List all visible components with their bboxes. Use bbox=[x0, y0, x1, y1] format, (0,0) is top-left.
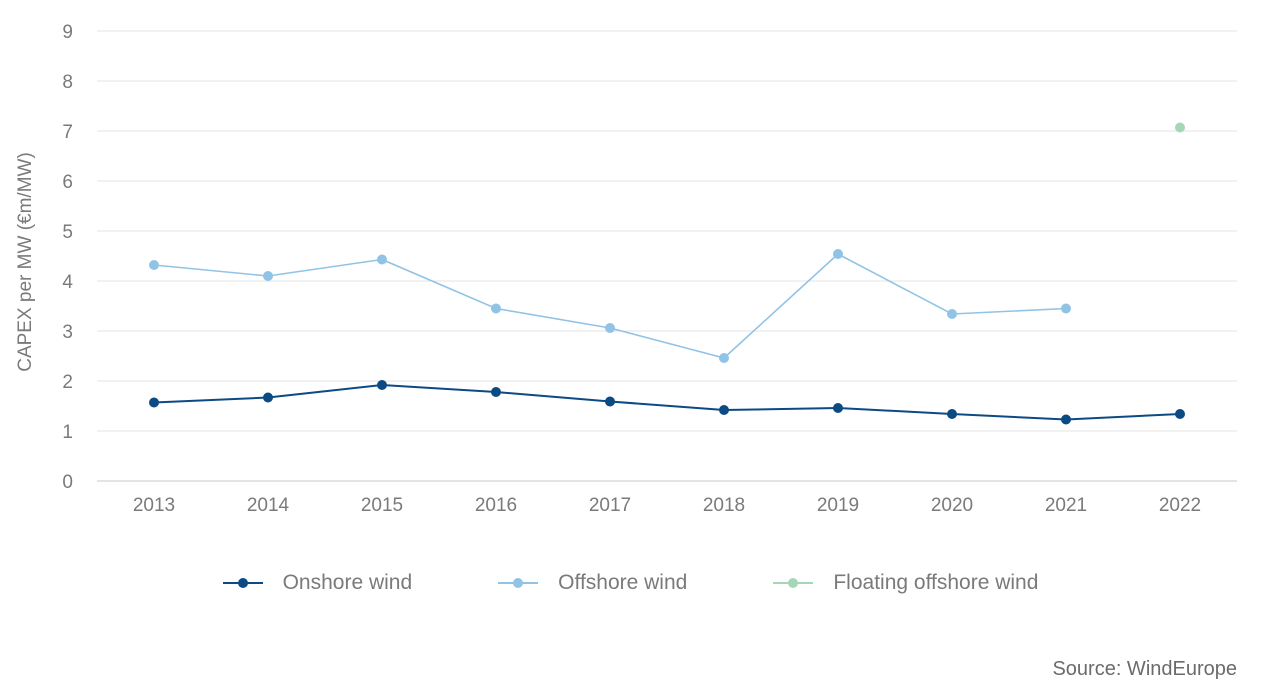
data-point[interactable] bbox=[833, 403, 843, 413]
x-axis-ticks: 2013 2014 2015 2016 2017 2018 2019 2020 2021 2022 bbox=[133, 495, 1201, 516]
data-point[interactable] bbox=[491, 387, 501, 397]
y-tick-label: 5 bbox=[62, 222, 73, 243]
data-point[interactable] bbox=[605, 396, 615, 407]
y-tick-label: 2 bbox=[62, 372, 73, 393]
series-1 bbox=[149, 249, 1071, 363]
x-tick-label: 2015 bbox=[361, 495, 403, 516]
x-tick-label: 2014 bbox=[247, 495, 290, 516]
x-tick-label: 2021 bbox=[1045, 495, 1087, 516]
legend-marker-floating bbox=[773, 578, 814, 588]
data-point[interactable] bbox=[491, 303, 501, 314]
legend-item-floating[interactable]: Floating offshore wind bbox=[773, 571, 1038, 595]
x-tick-label: 2019 bbox=[817, 495, 859, 516]
data-point[interactable] bbox=[719, 405, 729, 415]
y-tick-label: 8 bbox=[62, 72, 73, 93]
x-tick-label: 2022 bbox=[1159, 495, 1201, 516]
y-tick-label: 7 bbox=[62, 122, 73, 143]
data-point[interactable] bbox=[1061, 303, 1071, 314]
legend-marker-onshore bbox=[222, 578, 263, 588]
legend-item-offshore[interactable]: Offshore wind bbox=[498, 571, 687, 595]
series-line bbox=[153, 383, 1181, 421]
legend-label-floating: Floating offshore wind bbox=[833, 571, 1039, 594]
x-tick-label: 2018 bbox=[703, 495, 745, 516]
data-point[interactable] bbox=[149, 260, 159, 270]
legend: Onshore wind Offshore wind Floating offs… bbox=[0, 566, 1261, 600]
legend-item-onshore[interactable]: Onshore wind bbox=[222, 571, 413, 595]
data-point[interactable] bbox=[149, 397, 159, 408]
data-point[interactable] bbox=[263, 271, 273, 281]
x-tick-label: 2020 bbox=[931, 495, 973, 516]
y-tick-label: 4 bbox=[62, 272, 73, 293]
data-point[interactable] bbox=[605, 323, 615, 333]
data-point[interactable] bbox=[1175, 409, 1185, 419]
y-tick-label: 1 bbox=[62, 422, 73, 443]
series-line bbox=[153, 253, 1067, 359]
source-note: Source: WindEurope bbox=[1052, 658, 1237, 680]
series-group bbox=[149, 122, 1185, 425]
y-tick-label: 6 bbox=[62, 172, 73, 193]
series-0 bbox=[149, 380, 1185, 425]
y-axis-label: CAPEX per MW (€m/MW) bbox=[15, 152, 36, 372]
legend-label-offshore: Offshore wind bbox=[558, 571, 688, 594]
legend-label-onshore: Onshore wind bbox=[282, 571, 413, 594]
y-tick-label: 3 bbox=[62, 322, 73, 343]
data-point[interactable] bbox=[377, 254, 387, 265]
x-tick-label: 2017 bbox=[589, 495, 631, 516]
y-axis-ticks: 0 1 2 3 4 5 6 7 8 9 bbox=[62, 22, 73, 493]
series-2 bbox=[1175, 122, 1185, 133]
data-point[interactable] bbox=[719, 353, 729, 363]
gridlines bbox=[97, 30, 1237, 482]
data-point[interactable] bbox=[947, 409, 957, 419]
data-point[interactable] bbox=[263, 392, 273, 403]
data-point[interactable] bbox=[947, 309, 957, 319]
x-tick-label: 2016 bbox=[475, 495, 517, 516]
y-tick-label: 9 bbox=[62, 22, 73, 43]
y-tick-label: 0 bbox=[62, 472, 73, 493]
data-point[interactable] bbox=[1175, 122, 1185, 133]
legend-marker-offshore bbox=[498, 578, 539, 588]
data-point[interactable] bbox=[833, 249, 843, 259]
data-point[interactable] bbox=[377, 380, 387, 390]
x-tick-label: 2013 bbox=[133, 495, 175, 516]
data-point[interactable] bbox=[1061, 414, 1071, 425]
